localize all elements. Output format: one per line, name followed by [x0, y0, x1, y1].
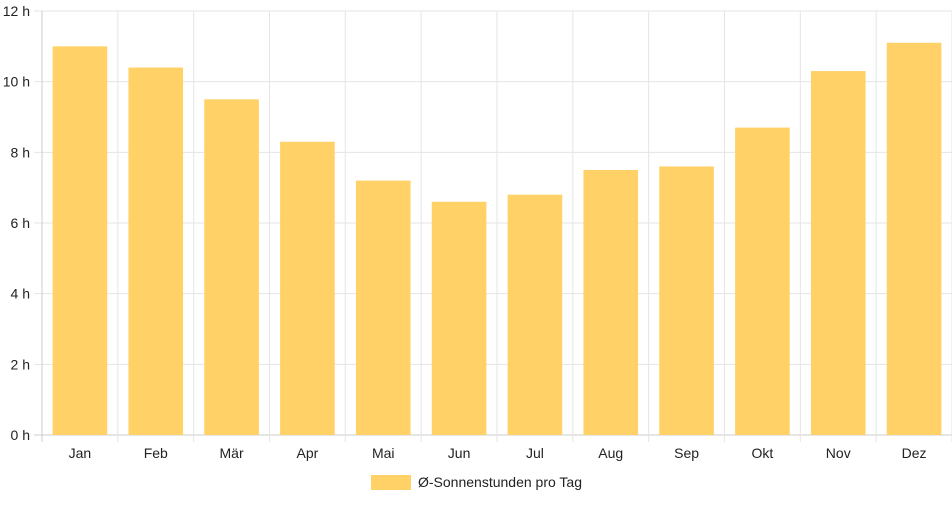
- x-tick-label: Jun: [448, 445, 471, 461]
- y-tick-label: 0 h: [11, 427, 30, 443]
- bar-sep[interactable]: [659, 166, 714, 435]
- bar-layer: [52, 42, 942, 436]
- bar-jan[interactable]: [52, 46, 108, 435]
- bar-nov[interactable]: [810, 71, 866, 436]
- x-tick-label: Aug: [598, 445, 623, 461]
- bar-jun[interactable]: [431, 201, 487, 435]
- y-tick-label: 8 h: [11, 144, 30, 160]
- y-tick-label: 12 h: [3, 3, 30, 19]
- y-tick-label: 6 h: [11, 215, 30, 231]
- x-tick-label: Jul: [526, 445, 544, 461]
- x-tick-label: Mai: [372, 445, 395, 461]
- legend-label[interactable]: Ø-Sonnenstunden pro Tag: [418, 474, 582, 490]
- axis-layer: 0 h 2 h 4 h 6 h 8 h 10 h 12 h Jan Feb Mär Apr Mai Ju…: [3, 3, 927, 461]
- x-tick-label: Mär: [220, 445, 244, 461]
- grid-layer: [34, 10, 952, 442]
- legend-swatch[interactable]: [371, 475, 411, 490]
- x-tick-label: Feb: [144, 445, 168, 461]
- y-tick-label: 2 h: [11, 356, 30, 372]
- bar-jul[interactable]: [507, 194, 563, 435]
- x-tick-label: Jan: [69, 445, 92, 461]
- bar-feb[interactable]: [128, 67, 184, 436]
- x-tick-label: Apr: [297, 445, 319, 461]
- x-tick-label: Nov: [826, 445, 851, 461]
- bar-mai[interactable]: [355, 180, 411, 435]
- x-tick-label: Dez: [902, 445, 927, 461]
- bar-okt[interactable]: [735, 127, 790, 435]
- y-tick-label: 10 h: [3, 74, 30, 90]
- y-tick-label: 4 h: [11, 286, 30, 302]
- bar-mär[interactable]: [204, 99, 259, 435]
- x-tick-label: Okt: [752, 445, 774, 461]
- bar-dez[interactable]: [886, 42, 942, 436]
- bar-aug[interactable]: [583, 170, 639, 435]
- legend[interactable]: Ø-Sonnenstunden pro Tag: [371, 474, 582, 490]
- x-tick-label: Sep: [674, 445, 699, 461]
- bar-apr[interactable]: [280, 141, 335, 435]
